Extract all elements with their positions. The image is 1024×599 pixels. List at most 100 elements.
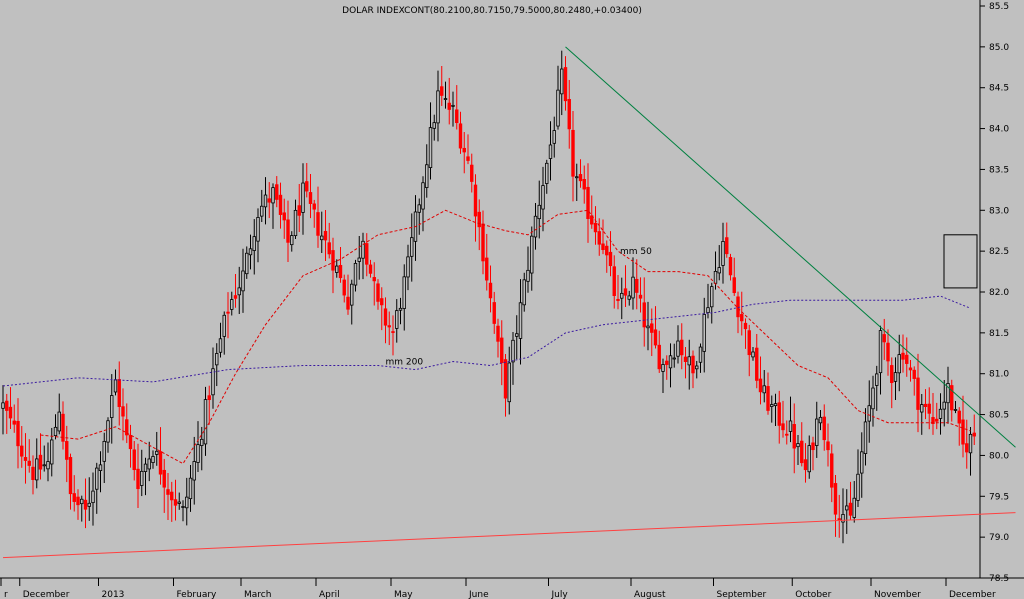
candle-body [916, 377, 920, 410]
candle-body [76, 496, 80, 506]
candle-body [57, 411, 61, 432]
candle-body [818, 416, 823, 424]
candle-body [308, 192, 313, 204]
candle-body [807, 445, 811, 473]
candle-body [31, 466, 35, 480]
candle-body [61, 413, 65, 442]
candle-body [91, 490, 95, 504]
candle-body [500, 337, 504, 364]
candle-body [556, 89, 560, 127]
candle-body [376, 283, 380, 302]
candle-body [578, 174, 583, 182]
candle-body [192, 461, 196, 481]
candle-body [642, 302, 646, 328]
candle-body [35, 458, 39, 481]
candle-body [563, 67, 568, 102]
candle-body [458, 123, 463, 149]
candle-body [530, 235, 534, 274]
candle-body [770, 404, 774, 407]
candle-body [425, 164, 429, 188]
candle-body [421, 182, 425, 210]
candle-body [256, 217, 260, 242]
candle-body [740, 314, 744, 322]
candle-body [128, 435, 133, 450]
candle-body [586, 186, 590, 220]
candle-body [380, 298, 384, 306]
candle-body [511, 339, 515, 363]
candle-body [871, 387, 875, 410]
candle-body [290, 235, 294, 246]
candle-body [897, 354, 901, 374]
candle-body [143, 463, 148, 472]
candle-body [361, 240, 365, 259]
candle-body [773, 403, 778, 407]
candle-body [8, 406, 13, 419]
candle-body [481, 223, 485, 262]
candle-body [233, 295, 238, 299]
chart-title: DOLAR INDEXCONT(80.2100,80.7150,79.5000,… [342, 6, 642, 16]
candle-body [293, 209, 298, 237]
candle-body [702, 314, 706, 352]
candle-body [470, 164, 474, 182]
candle-body [766, 386, 770, 411]
x-tick-label: December [23, 590, 70, 599]
candle-body [368, 264, 373, 274]
candle-body [53, 426, 58, 437]
resistance-trendline [565, 46, 1016, 448]
candle-body [42, 464, 46, 467]
candle-body [755, 347, 759, 381]
candle-body [106, 420, 110, 443]
candle-body [46, 461, 50, 470]
candle-body [455, 109, 459, 124]
candle-body [98, 464, 103, 471]
candle-body [841, 514, 845, 523]
candle-body [860, 451, 864, 474]
candle-body [331, 250, 335, 271]
candle-body [721, 241, 725, 266]
candle-body [338, 264, 343, 279]
candle-body [728, 257, 733, 276]
candle-body [80, 498, 84, 505]
candle-body [5, 400, 9, 411]
candle-body [863, 421, 868, 454]
candle-body [395, 310, 399, 329]
candle-body [237, 287, 241, 296]
candle-body [751, 351, 755, 358]
candle-body [541, 185, 545, 210]
candle-body [102, 440, 106, 462]
candle-body [725, 237, 729, 255]
candle-body [121, 406, 125, 417]
candle-body [320, 235, 324, 241]
candle-body [545, 162, 549, 184]
candle-body [323, 230, 328, 241]
candle-body [957, 410, 961, 424]
candle-body [695, 365, 699, 370]
candle-body [961, 419, 965, 445]
candle-body [218, 338, 223, 353]
mm50-line [40, 209, 971, 465]
candle-body [113, 379, 118, 393]
mm200-label: mm 200 [386, 357, 424, 367]
candle-body [672, 357, 676, 360]
candle-body [38, 454, 43, 470]
candle-body [387, 325, 391, 328]
y-tick-label: 82.0 [989, 288, 1009, 298]
candle-body [170, 491, 174, 501]
y-tick-label: 80.0 [989, 451, 1009, 461]
candle-body [443, 98, 448, 100]
candle-body [132, 449, 136, 471]
candle-body [20, 445, 24, 457]
candle-body [856, 473, 860, 501]
candle-body [327, 242, 331, 255]
candle-body [646, 325, 650, 329]
candle-body [743, 322, 748, 330]
candle-body [781, 423, 785, 431]
candle-body [676, 340, 680, 357]
x-tick-label: March [244, 590, 271, 599]
x-tick-label: June [468, 590, 489, 599]
candle-body [428, 127, 433, 168]
candle-body [65, 441, 69, 460]
candle-body [691, 355, 695, 374]
candle-body [713, 270, 718, 284]
candle-body [878, 330, 883, 374]
